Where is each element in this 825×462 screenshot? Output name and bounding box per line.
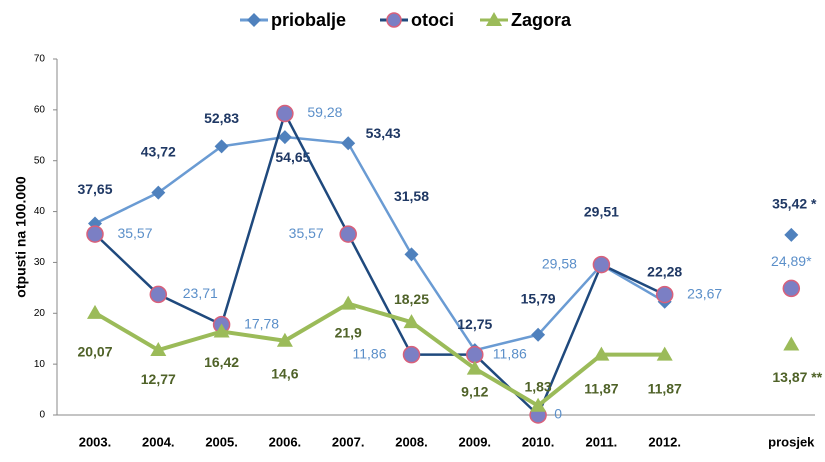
legend-label: priobalje <box>271 10 346 30</box>
data-label: 21,9 <box>335 324 362 340</box>
y-tick-label: 30 <box>34 257 46 268</box>
data-point <box>149 285 168 304</box>
legend-label: otoci <box>411 10 454 30</box>
data-point <box>656 346 673 361</box>
data-label: 14,6 <box>271 365 298 381</box>
data-label: 1,83 <box>524 378 551 394</box>
legend-label: Zagora <box>511 10 572 30</box>
data-point <box>341 136 356 151</box>
data-point <box>404 247 419 262</box>
data-point <box>277 130 292 145</box>
data-label: 29,51 <box>584 204 619 220</box>
data-point <box>339 225 357 243</box>
y-tick-label: 10 <box>34 359 46 370</box>
data-label: 13,87 ** <box>772 369 822 385</box>
legend-marker <box>486 12 502 26</box>
data-label: 31,58 <box>394 188 429 204</box>
data-point <box>531 327 546 342</box>
data-point <box>214 139 229 154</box>
data-point <box>466 345 484 364</box>
data-point <box>276 332 293 347</box>
series-line <box>93 301 665 409</box>
data-label: 59,28 <box>307 104 342 120</box>
data-point <box>276 104 294 123</box>
x-tick-label: 2005. <box>205 434 238 449</box>
data-label: 16,42 <box>204 354 239 370</box>
data-point <box>655 285 674 304</box>
x-tick-label: 2010. <box>522 434 555 449</box>
y-axis-label: otpusti na 100.000 <box>13 176 29 298</box>
data-point <box>403 314 420 329</box>
data-label: 11,87 <box>584 380 618 396</box>
data-label: 9,12 <box>461 383 488 399</box>
y-tick-label: 50 <box>34 155 46 166</box>
legend-marker <box>386 12 402 28</box>
data-point <box>213 323 230 338</box>
x-tick-label: 2003. <box>79 434 112 449</box>
y-tick-label: 20 <box>34 308 46 319</box>
data-point <box>150 342 167 357</box>
data-label: 54,65 <box>275 149 310 165</box>
x-tick-label: 2007. <box>332 434 365 449</box>
data-label: 43,72 <box>141 143 176 159</box>
x-tick-label: 2009. <box>459 434 492 449</box>
data-label: 11,86 <box>493 345 527 361</box>
data-label: 12,75 <box>457 316 492 332</box>
data-label: 0 <box>554 406 562 422</box>
data-label: 12,77 <box>141 371 176 387</box>
data-label: 53,43 <box>366 125 401 141</box>
series-line <box>94 110 666 418</box>
legend-marker <box>247 13 261 27</box>
data-label: 24,89* <box>771 253 812 269</box>
data-label: 37,65 <box>77 181 112 197</box>
data-point <box>86 225 104 243</box>
x-tick-label: 2012. <box>648 434 681 449</box>
x-tick-label: 2006. <box>269 434 302 449</box>
data-point <box>466 360 483 375</box>
data-point <box>784 227 799 242</box>
data-label: 35,42 * <box>772 196 817 212</box>
data-label: 20,07 <box>77 344 112 360</box>
x-tick-label: 2011. <box>585 434 617 449</box>
data-label: 18,25 <box>394 291 429 307</box>
data-label: 29,58 <box>542 255 577 271</box>
y-tick-label: 40 <box>34 206 46 217</box>
x-tick-label: prosjek <box>768 434 815 449</box>
y-tick-label: 60 <box>34 104 46 115</box>
data-point <box>402 345 421 364</box>
data-label: 17,78 <box>244 315 279 331</box>
data-label: 11,86 <box>353 345 387 361</box>
data-label: 52,83 <box>204 110 239 126</box>
data-point <box>593 346 610 361</box>
data-point <box>530 397 547 412</box>
data-label: 23,67 <box>687 285 722 301</box>
data-label: 23,71 <box>183 285 218 301</box>
x-tick-label: 2004. <box>142 434 175 449</box>
data-point <box>782 279 801 298</box>
data-point <box>783 336 800 351</box>
y-tick-label: 0 <box>39 410 45 421</box>
x-tick-label: 2008. <box>395 434 428 449</box>
data-label: 35,57 <box>117 225 152 241</box>
y-tick-label: 70 <box>34 54 46 65</box>
data-point <box>87 304 103 319</box>
data-point <box>151 185 166 200</box>
data-point <box>592 255 611 274</box>
series-line <box>94 135 666 352</box>
data-point <box>340 295 357 310</box>
data-label: 35,57 <box>289 225 324 241</box>
data-label: 11,87 <box>648 380 682 396</box>
data-label: 22,28 <box>647 263 682 279</box>
data-label: 15,79 <box>521 290 556 306</box>
